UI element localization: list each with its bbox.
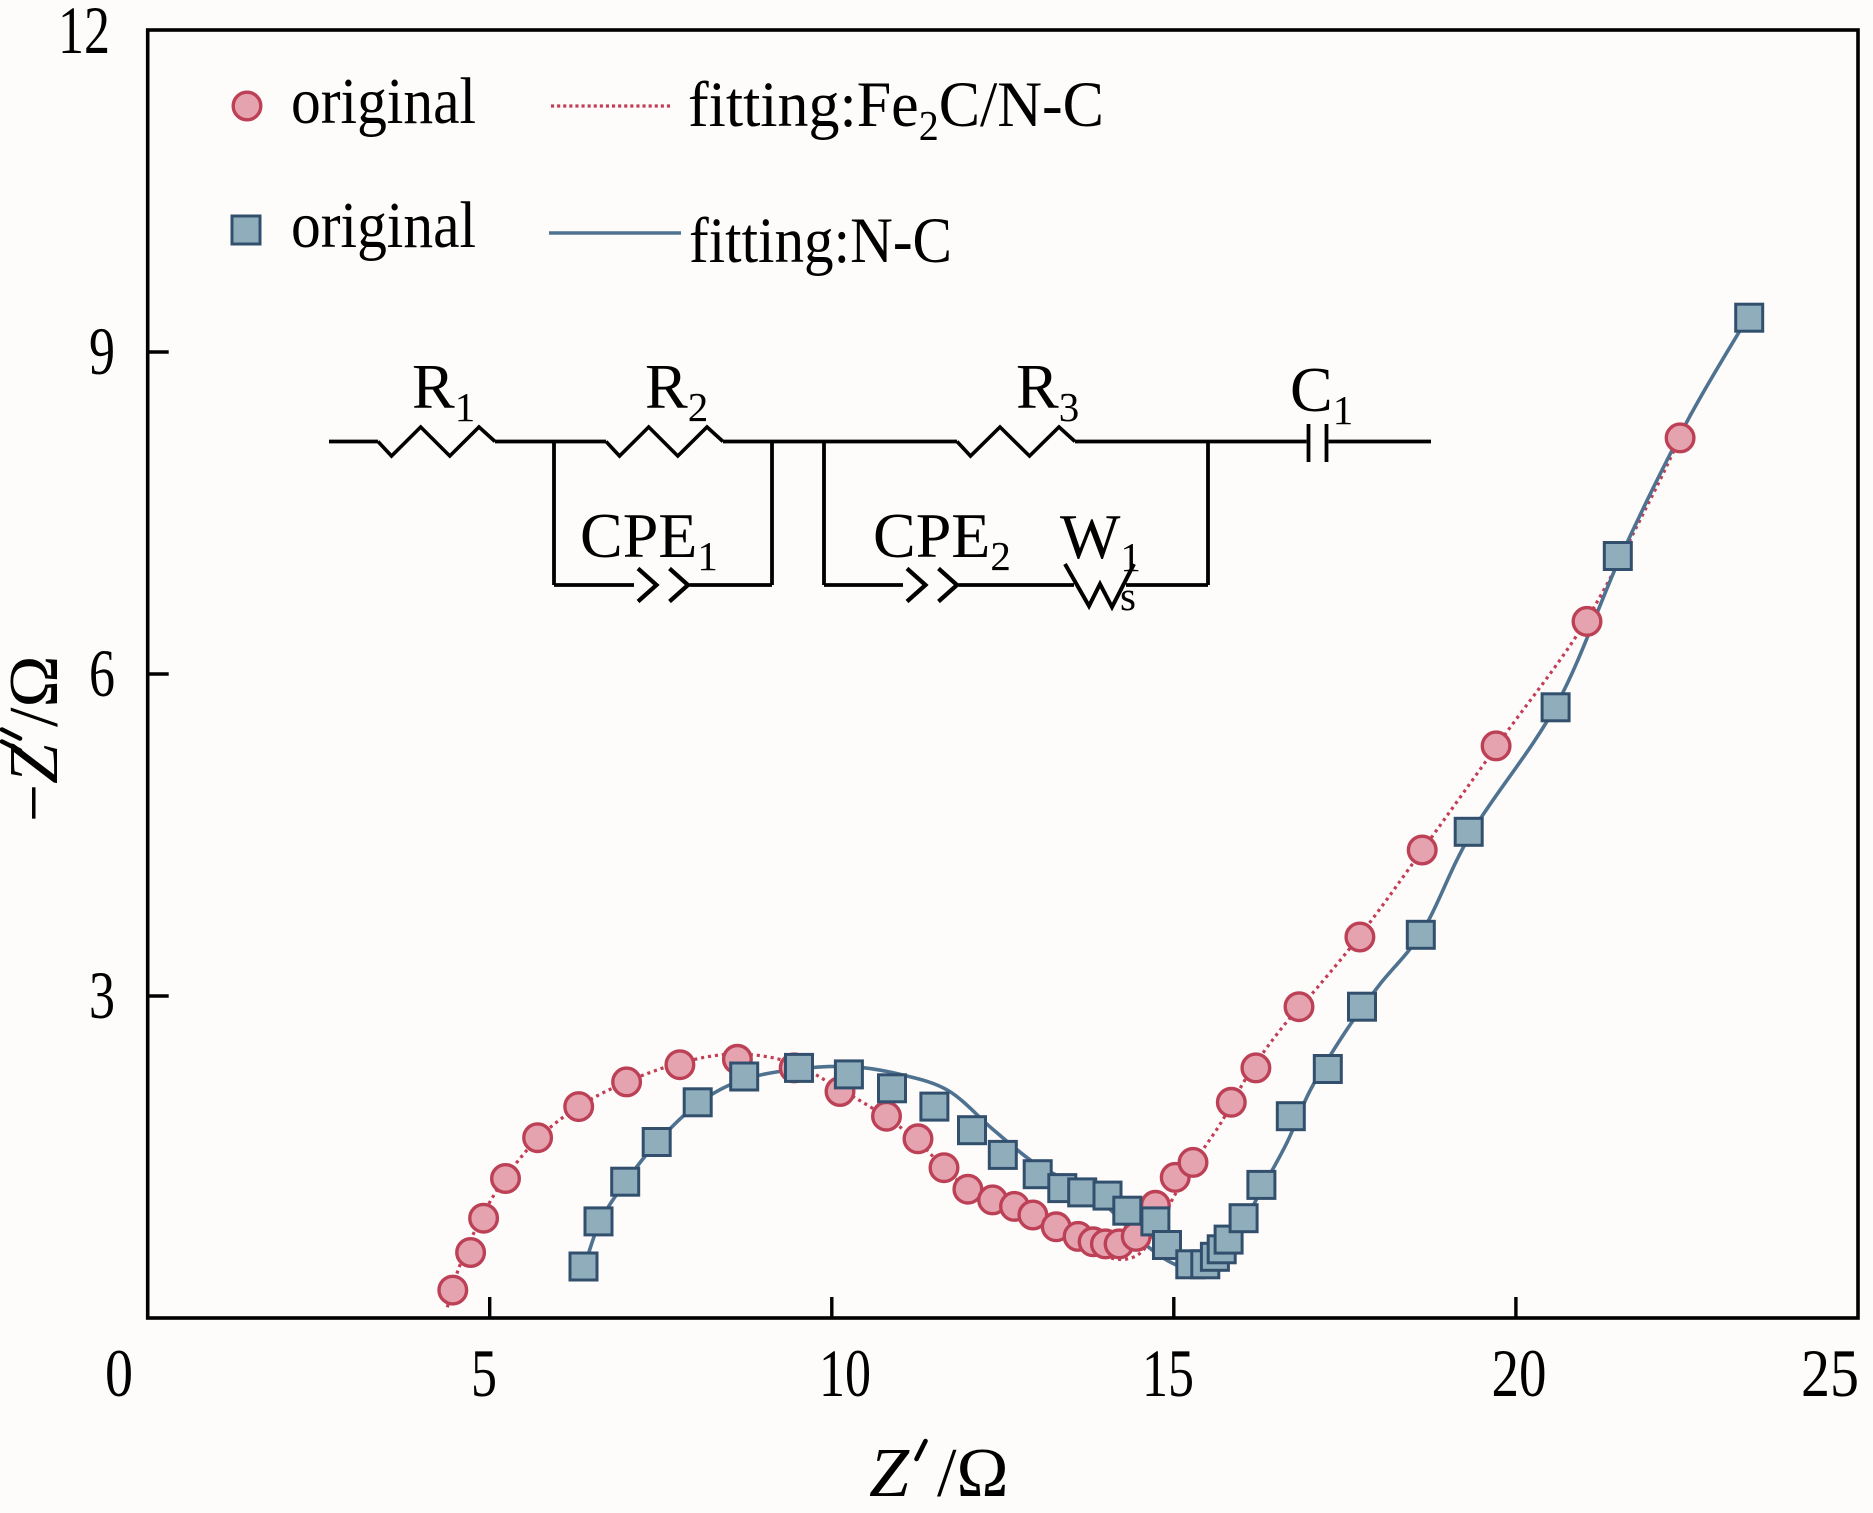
svg-text:R3: R3 <box>1016 351 1079 430</box>
svg-text:15: 15 <box>1142 1335 1194 1411</box>
svg-text:original: original <box>291 65 476 138</box>
svg-text:25: 25 <box>1801 1335 1859 1411</box>
svg-text:/Ω: /Ω <box>937 1435 1008 1512</box>
svg-text:0: 0 <box>105 1335 133 1411</box>
svg-text:s: s <box>1120 573 1136 619</box>
svg-text:Z: Z <box>869 1435 910 1512</box>
svg-text:12: 12 <box>58 0 110 68</box>
svg-text:6: 6 <box>89 635 115 711</box>
svg-text:CPE1: CPE1 <box>580 500 718 579</box>
svg-text:fitting:N-C: fitting:N-C <box>689 205 952 277</box>
svg-text:original: original <box>291 189 476 262</box>
svg-text:−Z: −Z <box>0 743 73 822</box>
svg-text:5: 5 <box>471 1335 497 1411</box>
svg-text:9: 9 <box>89 313 115 389</box>
svg-text:fitting:Fe2C/N-C: fitting:Fe2C/N-C <box>688 69 1104 150</box>
svg-text:/Ω: /Ω <box>0 656 73 727</box>
svg-text:CPE2: CPE2 <box>873 500 1011 579</box>
svg-text:3: 3 <box>89 957 115 1033</box>
svg-text:20: 20 <box>1492 1335 1547 1411</box>
svg-text:10: 10 <box>819 1335 871 1411</box>
